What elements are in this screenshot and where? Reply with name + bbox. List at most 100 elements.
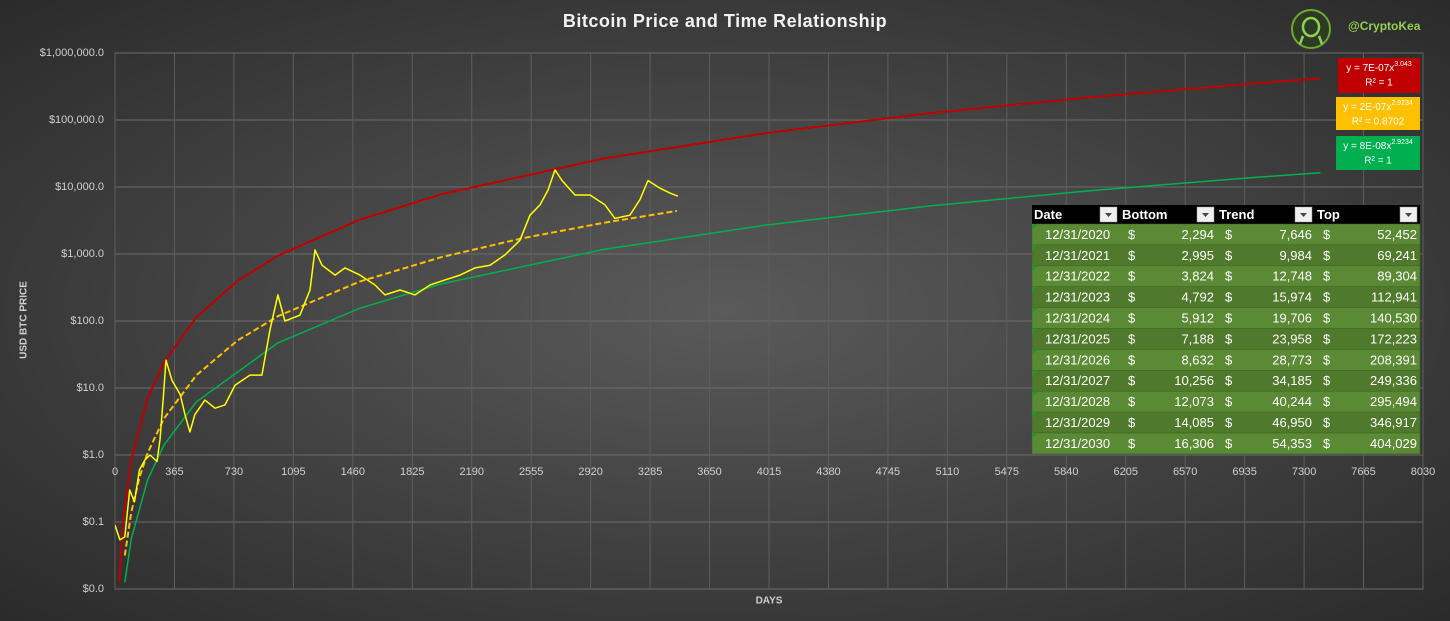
currency-symbol: $ [1225,290,1233,305]
row-marker [1032,307,1038,314]
column-header: Bottom [1122,207,1168,222]
currency-symbol: $ [1323,394,1331,409]
currency-symbol: $ [1323,269,1331,284]
value-cell: 15,974 [1272,290,1312,305]
series-line [124,171,1321,583]
value-cell: 14,085 [1174,415,1214,430]
equation-exponent: 2.9234 [1391,139,1413,146]
logo-mark [1298,35,1305,45]
y-tick-label: $1.0 [83,449,104,461]
x-axis-label: DAYS [756,596,783,607]
equation: y = 8E-08x2.9234 [1343,139,1413,152]
value-cell: 7,188 [1181,331,1214,346]
column-header: Trend [1219,207,1254,222]
logo [1291,9,1331,49]
x-tick-label: 5110 [936,466,960,478]
equation-box [1336,97,1420,130]
value-cell: 34,185 [1272,373,1312,388]
currency-symbol: $ [1128,290,1136,305]
equation-box [1336,136,1420,170]
value-cell: 404,029 [1370,436,1417,451]
currency-symbol: $ [1323,290,1331,305]
x-tick-label: 7300 [1292,466,1316,478]
date-cell: 12/31/2027 [1045,373,1110,388]
y-tick-label: $10,000.0 [55,181,104,193]
logo-mark [1317,35,1324,45]
date-cell: 12/31/2022 [1045,269,1110,284]
column-header: Date [1034,207,1062,222]
currency-symbol: $ [1225,436,1233,451]
x-tick-label: 0 [112,466,118,478]
value-cell: 52,452 [1377,227,1417,242]
value-cell: 46,950 [1272,415,1312,430]
x-tick-label: 4745 [876,466,900,478]
equation-base: y = 7E-07x [1346,63,1394,74]
chart-title: Bitcoin Price and Time Relationship [563,11,887,31]
value-cell: 112,941 [1371,290,1417,305]
row-marker [1032,265,1038,272]
value-cell: 12,748 [1272,269,1312,284]
row-marker [1032,370,1038,377]
column-header: Top [1317,207,1340,222]
date-cell: 12/31/2026 [1045,352,1110,367]
currency-symbol: $ [1225,394,1233,409]
currency-symbol: $ [1323,373,1331,388]
row-marker [1032,412,1038,419]
value-cell: 16,306 [1174,436,1214,451]
date-cell: 12/31/2024 [1045,310,1110,325]
currency-symbol: $ [1323,436,1331,451]
y-tick-label: $10.0 [76,382,104,394]
currency-symbol: $ [1128,415,1136,430]
y-tick-label: $100.0 [70,315,104,327]
equation: y = 7E-07x3.043 [1346,61,1412,74]
value-cell: 140,530 [1370,310,1417,325]
x-tick-label: 8030 [1411,466,1435,478]
value-cell: 2,294 [1181,227,1214,242]
value-cell: 54,353 [1272,436,1312,451]
value-cell: 69,241 [1377,248,1417,263]
currency-symbol: $ [1225,227,1233,242]
x-tick-label: 4380 [816,466,840,478]
brand: @CryptoKea [1348,19,1421,33]
x-tick-label: 1095 [281,466,305,478]
table-row [1031,432,1421,455]
x-tick-label: 1825 [400,466,424,478]
r-squared: R² = 1 [1364,156,1392,167]
currency-symbol: $ [1128,310,1136,325]
date-cell: 12/31/2025 [1045,331,1110,346]
table-header [1032,205,1420,224]
r-squared: R² = 0.8702 [1352,117,1405,128]
value-cell: 9,984 [1279,248,1312,263]
y-tick-label: $100,000.0 [49,114,104,126]
value-cell: 172,223 [1370,331,1417,346]
x-tick-label: 2555 [519,466,543,478]
currency-symbol: $ [1323,415,1331,430]
row-marker [1032,391,1038,398]
currency-symbol: $ [1128,269,1136,284]
currency-symbol: $ [1128,248,1136,263]
value-cell: 10,256 [1174,373,1214,388]
filter-arrow [1202,213,1209,217]
x-tick-label: 6935 [1232,466,1256,478]
value-cell: 295,494 [1370,394,1417,409]
date-cell: 12/31/2021 [1045,248,1110,263]
x-tick-label: 6570 [1173,466,1197,478]
value-cell: 4,792 [1181,290,1214,305]
currency-symbol: $ [1225,310,1233,325]
value-cell: 346,917 [1370,415,1417,430]
filter-arrow [1105,213,1112,217]
value-cell: 28,773 [1272,352,1312,367]
y-tick-label: $1,000.0 [61,248,104,260]
value-cell: 5,912 [1181,310,1214,325]
logo-mark [1301,16,1321,38]
series-line [115,169,679,541]
value-cell: 40,244 [1272,394,1312,409]
plot-area [115,77,1321,583]
y-tick-label: $0.0 [83,583,104,595]
currency-symbol: $ [1128,227,1136,242]
currency-symbol: $ [1225,331,1233,346]
row-marker [1032,286,1038,293]
value-cell: 249,336 [1370,373,1417,388]
